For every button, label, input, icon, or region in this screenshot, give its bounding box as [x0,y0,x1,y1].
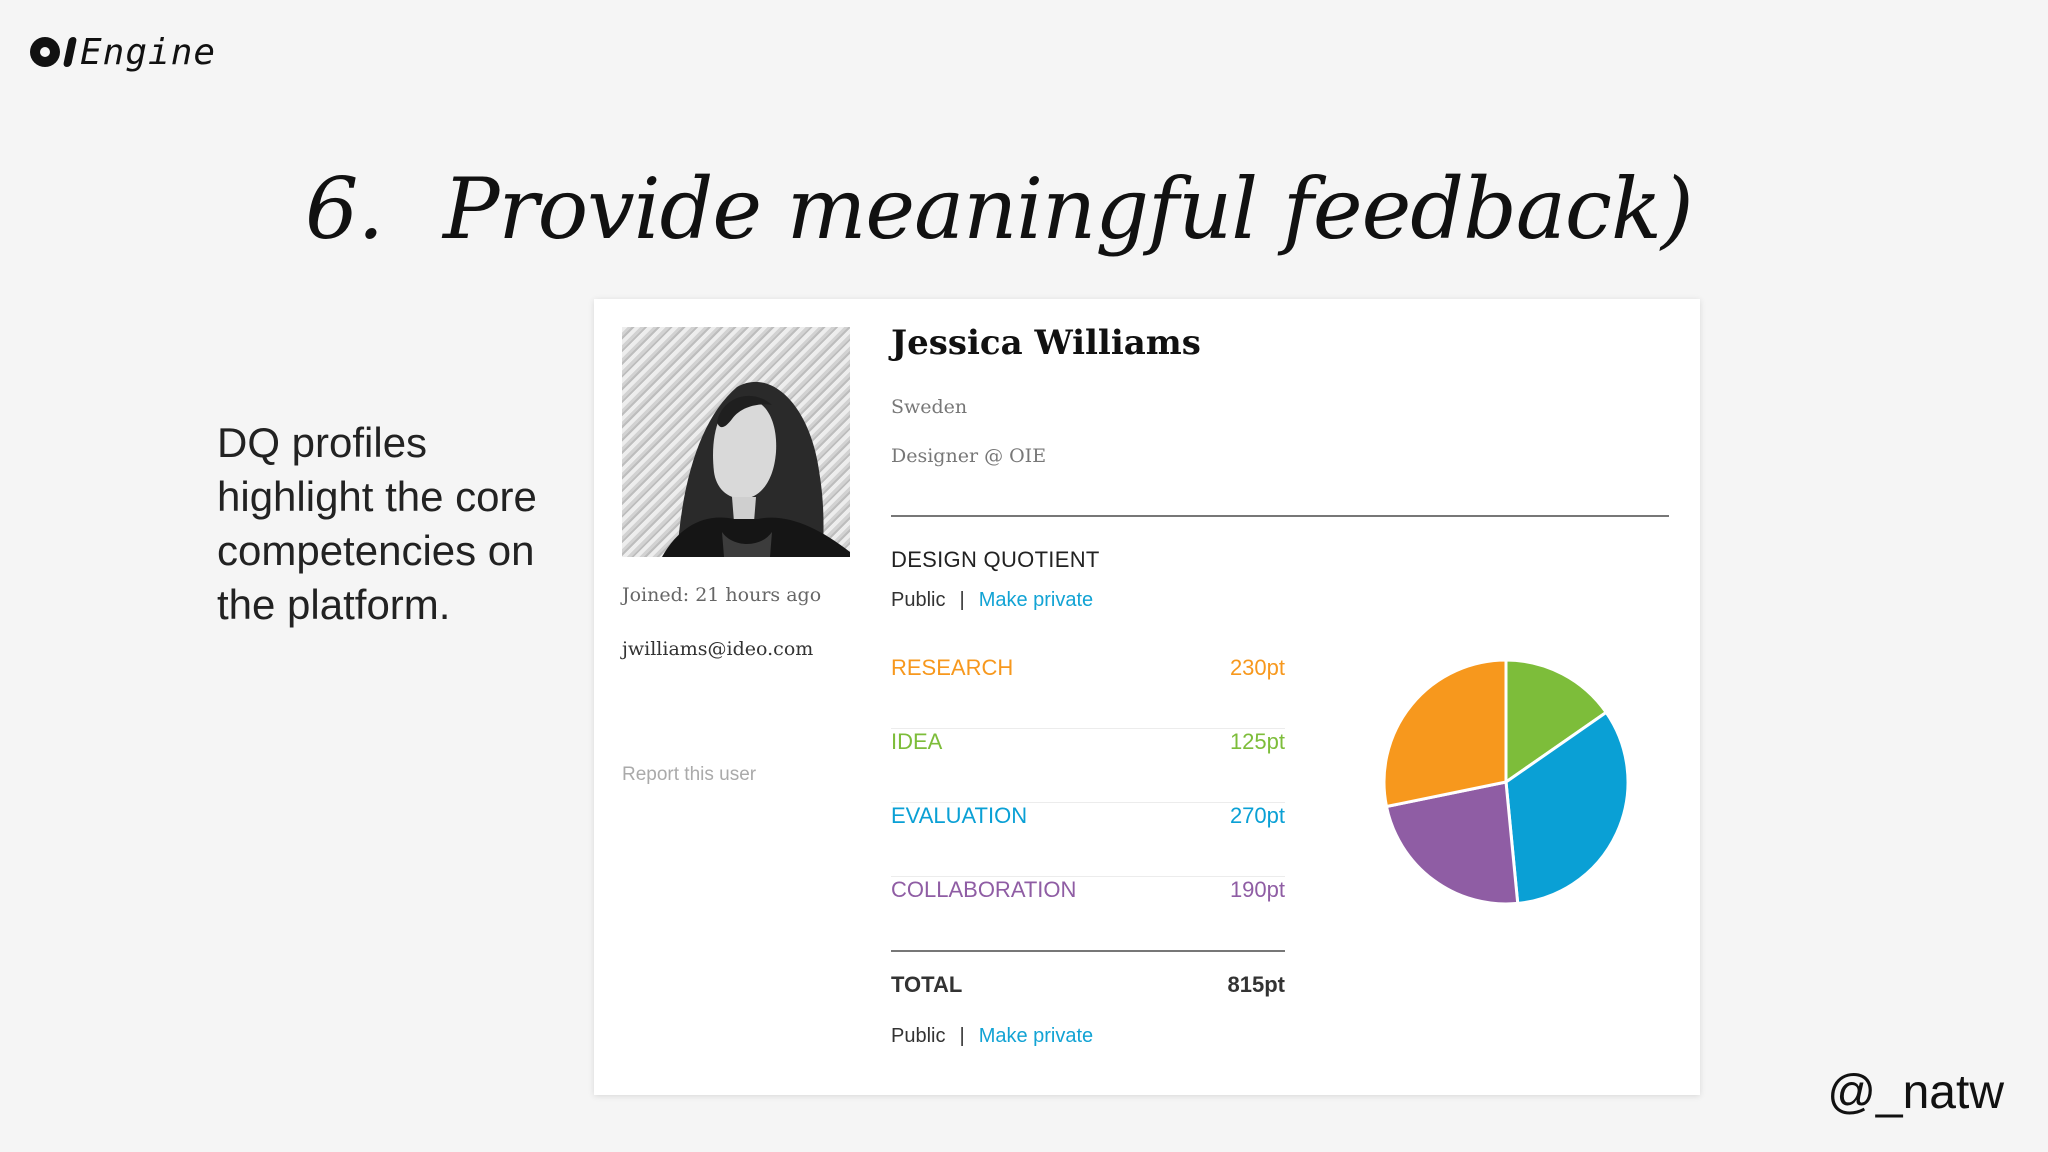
score-label: RESEARCH [891,655,1014,680]
dq-score-table: RESEARCH 230pt IDEA 125pt EVALUATION 270… [891,655,1285,998]
profile-country: Sweden [891,396,968,418]
oi-logo-icon [30,37,78,67]
score-row-collaboration: COLLABORATION 190pt [891,877,1285,952]
logo-text: Engine [80,31,217,73]
pie-slice-research [1382,658,1508,809]
score-value: 270pt [1229,803,1285,828]
visibility-status: Public [891,589,946,611]
visibility-status: Public [891,1025,946,1047]
joined-date: Joined: 21 hours ago [622,584,822,606]
score-value: 125pt [1229,729,1285,754]
logo-o-glyph [30,37,60,67]
visibility-toggle-top: Public | Make private [891,589,1093,612]
slide-title: 6. Provide meaningful feedback) [305,160,1694,258]
make-private-link[interactable]: Make private [978,589,1094,611]
pie-slice-collaboration [1384,780,1520,906]
score-value: 190pt [1229,877,1285,902]
twitter-handle: @_natw [1827,1066,2004,1119]
report-user-link[interactable]: Report this user [622,764,757,785]
score-row-research: RESEARCH 230pt [891,655,1285,729]
visibility-separator: | [959,589,965,611]
visibility-toggle-bottom: Public | Make private [891,1025,1093,1048]
user-email: jwilliams@ideo.com [622,638,814,660]
score-row-evaluation: EVALUATION 270pt [891,803,1285,877]
total-value: 815pt [1227,972,1285,997]
slide-lead-text: DQ profiles highlight the core competenc… [217,419,537,628]
score-value: 230pt [1229,655,1285,680]
make-private-link[interactable]: Make private [978,1025,1094,1047]
slide-number: 6. [305,160,384,258]
profile-photo-icon [662,381,850,557]
score-label: EVALUATION [891,803,1028,828]
pie-slice-evaluation [1504,710,1630,906]
profile-photo [622,327,850,557]
dq-heading: DESIGN QUOTIENT [891,547,1100,572]
score-label: COLLABORATION [891,877,1077,902]
visibility-separator: | [959,1025,965,1047]
logo-i-glyph [62,37,78,67]
profile-name: Jessica Williams [891,323,1201,363]
score-total-row: TOTAL 815pt [891,972,1285,998]
profile-card: Joined: 21 hours ago jwilliams@ideo.com … [594,299,1700,1095]
slide-title-text: Provide meaningful feedback) [443,160,1694,258]
profile-role: Designer @ OIE [891,445,1047,467]
score-row-idea: IDEA 125pt [891,729,1285,803]
score-label: IDEA [891,729,943,754]
dq-pie-chart [1382,658,1630,906]
profile-divider [891,515,1669,517]
total-label: TOTAL [891,972,963,997]
pie-slice-idea [1504,658,1609,785]
engine-logo: Engine [30,28,216,76]
